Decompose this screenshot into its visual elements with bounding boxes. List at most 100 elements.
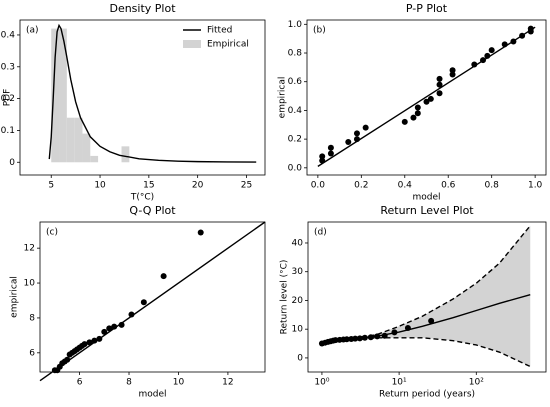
legend-label: Empirical bbox=[207, 40, 249, 50]
x-tick-label: 0.8 bbox=[485, 181, 500, 191]
point bbox=[414, 104, 421, 111]
line bbox=[317, 26, 536, 167]
point bbox=[356, 335, 363, 342]
hist-bar bbox=[82, 133, 91, 163]
point bbox=[197, 229, 204, 236]
y-tick-label: 10 bbox=[292, 325, 304, 335]
line bbox=[48, 23, 257, 163]
y-tick-label: 40 bbox=[292, 238, 304, 248]
y-tick-label: 0.3 bbox=[1, 62, 15, 72]
point bbox=[81, 341, 88, 348]
point bbox=[352, 335, 359, 342]
x-tick-label: 15 bbox=[143, 181, 154, 191]
panel: 5 10 15 20 25 0 0.1 0.2 0.3 0.4 Density Plot T(°C) P… bbox=[1, 2, 266, 203]
x-tick-label: 12 bbox=[222, 378, 233, 388]
point bbox=[343, 336, 350, 343]
y-tick-label: 0.4 bbox=[288, 106, 303, 116]
point bbox=[428, 317, 435, 324]
panel-label: (a) bbox=[26, 26, 39, 36]
hist-bar bbox=[59, 28, 67, 163]
x-tick-label: 10⁰ bbox=[314, 378, 329, 388]
chart-title: Density Plot bbox=[109, 2, 176, 15]
point bbox=[449, 71, 456, 78]
point bbox=[381, 332, 388, 339]
x-tick-label: 10² bbox=[469, 378, 484, 388]
point bbox=[106, 325, 113, 332]
hist-bar bbox=[51, 28, 60, 163]
x-tick-label: 10¹ bbox=[392, 378, 407, 388]
point bbox=[327, 144, 334, 151]
point bbox=[86, 339, 93, 346]
x-tick-label: 0.0 bbox=[311, 181, 326, 191]
point bbox=[427, 95, 434, 102]
y-tick-label: 12 bbox=[24, 244, 35, 254]
y-tick-label: 0.6 bbox=[288, 77, 303, 87]
y-axis-label: empirical bbox=[10, 276, 20, 318]
chart-title: P-P Plot bbox=[406, 2, 448, 15]
panel-label: (c) bbox=[46, 228, 58, 238]
x-axis-label: model bbox=[412, 193, 440, 203]
legend-swatch bbox=[183, 40, 201, 48]
y-tick-label: 0.1 bbox=[1, 126, 15, 136]
hist-bar bbox=[74, 117, 83, 163]
point bbox=[101, 328, 108, 335]
line bbox=[39, 221, 266, 382]
y-tick-label: 10 bbox=[24, 279, 36, 289]
point bbox=[374, 333, 381, 340]
y-tick-label: 0.2 bbox=[288, 135, 302, 145]
y-axis-label: empirical bbox=[278, 77, 288, 119]
hist-bar bbox=[90, 155, 99, 163]
x-tick-label: 8 bbox=[126, 378, 132, 388]
x-tick-label: 20 bbox=[192, 181, 204, 191]
y-tick-label: 0.8 bbox=[288, 49, 303, 59]
point bbox=[327, 150, 334, 157]
axes-frame bbox=[19, 19, 266, 176]
y-tick-label: 0.4 bbox=[1, 30, 16, 40]
axes-frame bbox=[39, 221, 266, 373]
axes-frame bbox=[306, 19, 547, 176]
x-tick-label: 10 bbox=[173, 378, 185, 388]
x-axis-label: Return period (years) bbox=[379, 390, 475, 400]
chart-title: Q-Q Plot bbox=[129, 204, 176, 217]
y-tick-label: 1.0 bbox=[288, 20, 303, 30]
chart-title: Return Level Plot bbox=[380, 204, 474, 217]
hist-bar bbox=[66, 117, 75, 163]
x-tick-label: 25 bbox=[241, 181, 252, 191]
panel-label: (b) bbox=[313, 26, 326, 36]
x-tick-label: 6 bbox=[77, 378, 83, 388]
point bbox=[423, 98, 430, 105]
point bbox=[436, 75, 443, 82]
x-tick-label: 0.4 bbox=[398, 181, 413, 191]
point bbox=[401, 118, 408, 125]
hist-bar bbox=[121, 146, 130, 163]
panel-label: (d) bbox=[314, 228, 327, 238]
y-tick-label: 8 bbox=[29, 313, 35, 323]
point bbox=[449, 67, 456, 74]
point bbox=[362, 124, 369, 131]
point bbox=[414, 110, 421, 117]
y-tick-label: 0.2 bbox=[1, 94, 15, 104]
point bbox=[488, 47, 495, 54]
x-axis-label: T(°C) bbox=[130, 193, 154, 203]
x-tick-label: 0.2 bbox=[354, 181, 368, 191]
y-tick-label: 30 bbox=[292, 267, 304, 277]
point bbox=[353, 130, 360, 137]
y-axis-label: PDF bbox=[3, 89, 13, 107]
point bbox=[404, 325, 411, 332]
panel: 6 8 10 12 6 8 10 12 Q-Q Plot model empirical (c) bbox=[10, 204, 266, 400]
point bbox=[140, 299, 147, 306]
point bbox=[436, 81, 443, 88]
x-tick-label: 0.6 bbox=[441, 181, 456, 191]
point bbox=[410, 114, 417, 121]
axes-frame bbox=[307, 221, 547, 373]
confidence-band bbox=[321, 225, 531, 367]
x-tick-label: 1.0 bbox=[528, 181, 543, 191]
y-tick-label: 0.0 bbox=[288, 163, 303, 173]
y-tick-label: 6 bbox=[29, 348, 35, 358]
x-axis-label: model bbox=[138, 390, 166, 400]
legend-label: Fitted bbox=[207, 26, 232, 36]
point bbox=[361, 334, 368, 341]
point bbox=[345, 138, 352, 145]
x-tick-label: 10 bbox=[94, 181, 106, 191]
